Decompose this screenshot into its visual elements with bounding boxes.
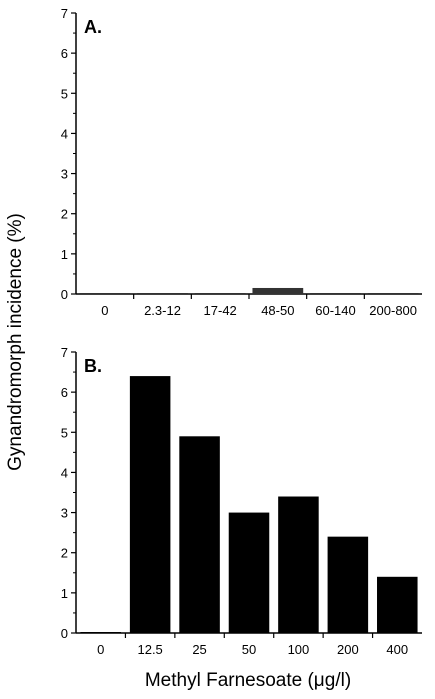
panel-b-x-tick-label: 25 <box>192 642 206 657</box>
panel-a-x-tick-label: 17-42 <box>204 303 237 318</box>
panel-b-y-tick-label: 0 <box>61 626 68 641</box>
panel-a-y-tick-label: 1 <box>61 247 68 262</box>
panel-a-x-tick-label: 200-800 <box>369 303 417 318</box>
panel-b-bar <box>179 436 220 633</box>
panel-b-bar <box>80 632 121 633</box>
panel-b-bar <box>278 496 319 633</box>
panel-a-bar <box>367 293 419 294</box>
panel-b-bar <box>129 376 171 633</box>
y-axis-title: Gynandromorph incidence (%) <box>5 213 26 471</box>
panel-b-bar <box>228 512 270 633</box>
panel-a-group: 0 1 2 3 4 5 6 7 0 2.3-12 17-42 48-50 60-140 200-800 A. <box>61 6 422 318</box>
panel-b-y-tick-label: 2 <box>61 546 68 561</box>
x-axis-title: Methyl Farnesoate (μg/l) <box>145 670 351 691</box>
panel-b-y-tick-label: 3 <box>61 506 68 521</box>
panel-a-bar <box>194 293 246 294</box>
panel-b-y-tick-label: 4 <box>61 465 68 480</box>
panel-a-x-tick-label: 60-140 <box>315 303 355 318</box>
panel-b-x-tick-label: 12.5 <box>137 642 162 657</box>
panel-b-x-tick-label: 400 <box>386 642 408 657</box>
panel-a-label: A. <box>84 17 102 37</box>
panel-a-y-tick-label: 4 <box>61 126 68 141</box>
panel-a-x-tick-label: 0 <box>101 303 108 318</box>
panel-b-y-tick-label: 7 <box>61 345 68 360</box>
panel-a-bar <box>252 287 304 294</box>
panel-a-bar <box>310 293 361 294</box>
panel-a-y-tick-label: 2 <box>61 207 68 222</box>
panel-a-x-tick-label: 48-50 <box>261 303 294 318</box>
panel-a-bar <box>79 293 131 294</box>
panel-b-y-tick-label: 5 <box>61 425 68 440</box>
panel-b-y-tick-label: 6 <box>61 385 68 400</box>
panel-b-x-tick-label: 0 <box>97 642 104 657</box>
panel-b-x-tick-label: 100 <box>288 642 310 657</box>
panel-b-group: 0 1 2 3 4 5 6 7 0 12.5 25 50 100 200 400 B. <box>61 345 422 657</box>
panel-a-y-tick-label: 6 <box>61 46 68 61</box>
panel-b-bar <box>377 576 418 633</box>
panel-b-x-tick-label: 50 <box>242 642 256 657</box>
panel-a-y-tick-label: 3 <box>61 167 68 182</box>
panel-a-y-tick-label: 5 <box>61 86 68 101</box>
panel-a-bar <box>137 293 188 294</box>
panel-a-y-tick-label: 7 <box>61 6 68 21</box>
panel-a-y-tick-label: 0 <box>61 287 68 302</box>
panel-b-y-tick-label: 1 <box>61 586 68 601</box>
panel-b-x-tick-label: 200 <box>337 642 359 657</box>
panel-a-x-tick-label: 2.3-12 <box>144 303 181 318</box>
panel-b-label: B. <box>84 356 102 376</box>
panel-b-bar <box>327 536 369 633</box>
